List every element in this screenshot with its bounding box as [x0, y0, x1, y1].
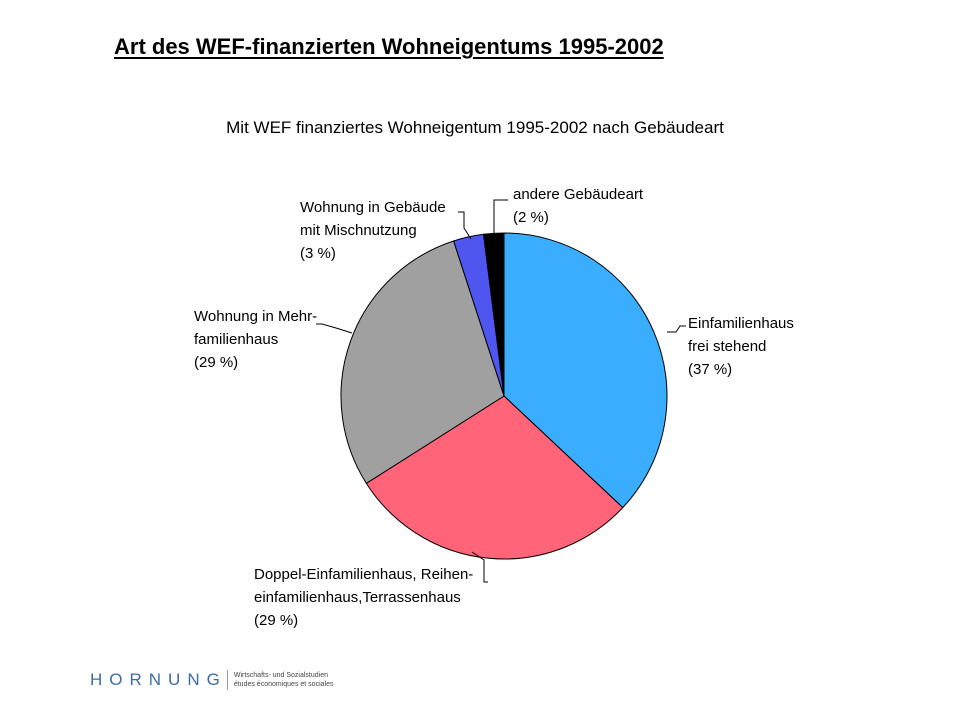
pie-slice-einfamilienhaus-frei-stehend — [503, 232, 668, 509]
tagline-line-1: Wirtschafts- und Sozialstudien — [233, 672, 328, 679]
leader-line-doppel-einfamilienhaus-reihen-einfamilienhaus-terrassenhaus — [471, 551, 488, 583]
chart-title: Mit WEF finanziertes Wohneigentum 1995-2… — [226, 118, 724, 137]
slice-label-doppel-einfamilienhaus-reihen-einfamilienhaus-terrassenhaus: Doppel-Einfamilienhaus, Reihen-einfamili… — [254, 566, 473, 629]
pie-slice-doppel-einfamilienhaus-reihen-einfamilienhaus-terrassenhaus — [365, 395, 624, 560]
slice-label-line: (29 %) — [194, 354, 238, 371]
logo-divider — [226, 670, 228, 690]
pie-slices — [340, 232, 668, 560]
slice-label-line: andere Gebäudeart — [513, 186, 644, 203]
leader-line-einfamilienhaus-frei-stehend — [667, 325, 686, 333]
slice-label-line: mit Mischnutzung — [300, 222, 417, 239]
tagline-line-2: études économiques et sociales — [233, 681, 334, 688]
slice-label-line: Wohnung in Gebäude — [300, 199, 446, 216]
slice-label-wohnung-in-mehrfamilienhaus: Wohnung in Mehr-familienhaus (29 %) — [194, 308, 317, 371]
slice-label-einfamilienhaus-frei-stehend: Einfamilienhaus frei stehend (37 %) — [688, 315, 794, 378]
pie-slice-wohnung-in-mehrfamilienhaus — [340, 240, 505, 485]
footer: HORNUNG Wirtschafts- und Sozialstudien é… — [90, 668, 333, 692]
slice-label-wohnung-in-gebaude-mit-mischnutzung: Wohnung in Gebäude mit Mischnutzung (3 %) — [300, 199, 446, 262]
slice-label-line: Doppel-Einfamilienhaus, Reihen- — [254, 566, 473, 583]
slice-label-line: frei stehend — [688, 338, 766, 355]
company-logo: HORNUNG — [90, 670, 227, 689]
slice-label-line: (3 %) — [300, 245, 336, 262]
leader-lines — [316, 199, 686, 583]
slice-label-andere-gebaudeart: andere Gebäudeart (2 %) — [513, 186, 644, 226]
company-tagline: Wirtschafts- und Sozialstudien études éc… — [234, 671, 334, 689]
slice-label-line: einfamilienhaus,Terrassenhaus — [254, 589, 461, 606]
slice-label-line: familienhaus — [194, 331, 278, 348]
slice-label-line: Einfamilienhaus — [688, 315, 794, 332]
leader-line-wohnung-in-mehrfamilienhaus — [316, 323, 353, 334]
leader-line-andere-gebaudeart — [493, 199, 508, 234]
slice-label-line: (37 %) — [688, 361, 732, 378]
slice-label-line: (2 %) — [513, 209, 549, 226]
slide-title: Art des WEF-finanzierten Wohneigentums 1… — [114, 34, 664, 59]
slice-labels: Einfamilienhaus frei stehend (37 %) Doppel-… — [194, 186, 794, 629]
slice-label-line: Wohnung in Mehr- — [194, 308, 317, 325]
leader-line-wohnung-in-gebaude-mit-mischnutzung — [458, 211, 472, 240]
slice-label-line: (29 %) — [254, 612, 298, 629]
